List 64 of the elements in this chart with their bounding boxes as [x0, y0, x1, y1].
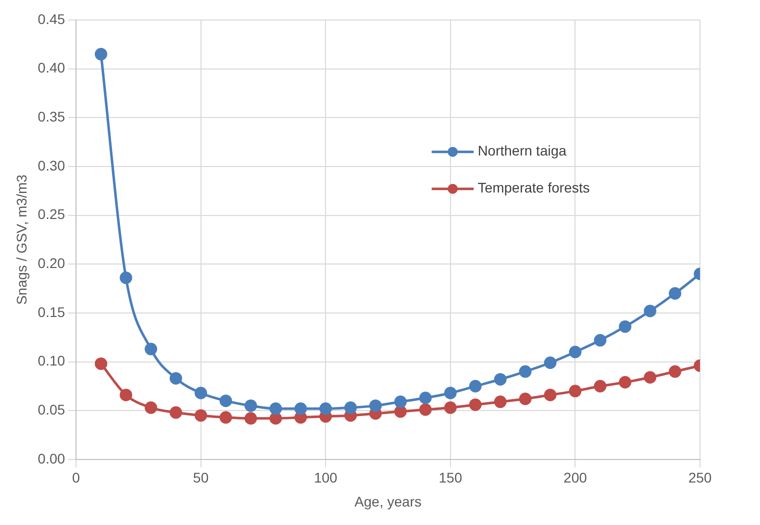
point	[594, 334, 606, 347]
x-tick-label: 0	[72, 470, 80, 486]
point	[319, 402, 332, 415]
point	[144, 342, 158, 356]
y-tick-label: 0.00	[38, 450, 66, 466]
point	[170, 372, 182, 385]
legend-label: Northern taiga	[478, 142, 567, 159]
y-tick-label: 0.20	[38, 254, 66, 271]
point	[369, 399, 382, 412]
point	[444, 386, 457, 400]
y-tick-label: 0.30	[38, 157, 66, 174]
point	[668, 365, 682, 378]
point	[419, 392, 432, 404]
x-tick-label: 250	[688, 470, 712, 486]
point	[494, 373, 507, 386]
point	[519, 392, 532, 406]
point	[668, 287, 682, 300]
x-tick-label: 200	[564, 470, 588, 486]
point	[269, 412, 282, 425]
y-tick-label: 0.10	[38, 352, 66, 369]
point	[568, 346, 582, 358]
point	[94, 357, 108, 370]
point	[494, 396, 507, 408]
point	[120, 388, 132, 402]
point	[170, 406, 182, 419]
x-tick-label: 150	[438, 470, 462, 486]
x-axis-title: Age, years	[354, 493, 422, 510]
legend-label: Temperate forests	[478, 180, 590, 196]
point	[419, 403, 432, 416]
point	[544, 388, 556, 402]
y-tick-label: 0.05	[38, 401, 66, 418]
point	[594, 380, 606, 392]
point	[294, 402, 307, 415]
point	[220, 394, 232, 408]
point	[469, 380, 482, 392]
point	[194, 386, 208, 400]
y-tick-label: 0.15	[38, 304, 66, 320]
x-tick-label: 50	[193, 470, 209, 486]
point	[544, 356, 556, 369]
point	[618, 320, 632, 333]
point	[244, 412, 258, 425]
point	[344, 401, 357, 414]
point	[144, 401, 158, 414]
point	[644, 304, 656, 318]
point	[469, 398, 482, 411]
point	[120, 272, 132, 284]
point	[244, 399, 258, 412]
point	[94, 48, 108, 60]
point	[444, 401, 457, 414]
x-tick-label: 100	[314, 470, 338, 486]
point	[618, 376, 632, 389]
y-tick-label: 0.25	[38, 206, 66, 222]
y-tick-label: 0.40	[38, 60, 66, 76]
y-tick-label: 0.45	[38, 10, 66, 27]
point	[394, 396, 407, 408]
point	[194, 409, 208, 422]
point	[568, 384, 582, 398]
y-axis-title: Snags / GSV, m3/m3	[13, 174, 30, 305]
point	[220, 411, 232, 424]
point	[394, 405, 407, 418]
y-tick-label: 0.35	[38, 108, 66, 125]
point	[269, 402, 282, 415]
point	[519, 365, 532, 378]
point	[644, 371, 656, 384]
